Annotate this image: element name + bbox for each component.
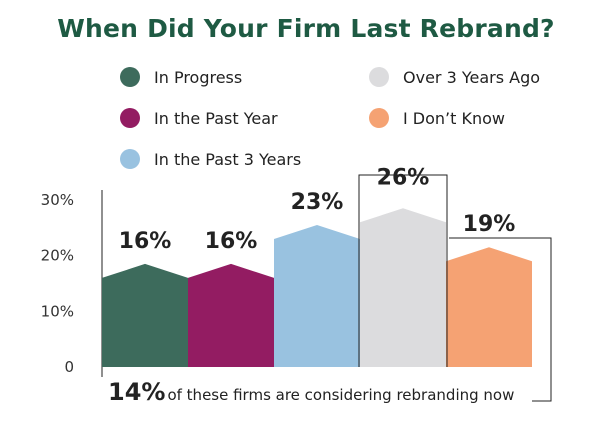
legend-item-past-year: In the Past Year (120, 107, 278, 129)
bar-in-progress (102, 263, 188, 367)
data-label: 23% (291, 190, 344, 215)
legend-swatch (369, 108, 389, 128)
legend-label: In the Past 3 Years (154, 149, 302, 169)
legend-item-dont-know: I Don’t Know (369, 107, 505, 129)
data-label: 26% (377, 165, 430, 190)
bar-in-the-past-3-years (274, 224, 360, 367)
chart-title: When Did Your Firm Last Rebrand? (57, 14, 555, 43)
legend-swatch (120, 108, 140, 128)
data-label: 16% (119, 229, 172, 254)
legend-label: Over 3 Years Ago (403, 67, 541, 87)
y-tick-label: 0 (64, 358, 74, 376)
y-tick-label: 10% (41, 302, 74, 320)
bar-over-3-years-ago (360, 208, 446, 367)
data-label: 16% (205, 229, 258, 254)
footnote: 14% of these firms are considering rebra… (108, 378, 514, 406)
footnote-text: of these firms are considering rebrandin… (167, 386, 515, 404)
highlight-box (358, 174, 448, 367)
legend-label: In the Past Year (154, 108, 278, 128)
legend-swatch (369, 67, 389, 87)
bar-in-the-past-year (188, 263, 274, 367)
data-label: 19% (463, 212, 516, 237)
legend-item-over-3-years: Over 3 Years Ago (369, 66, 540, 88)
legend-item-past-3-years: In the Past 3 Years (120, 148, 301, 170)
annotation-connector (449, 237, 552, 402)
legend-label: I Don’t Know (403, 108, 506, 128)
legend-swatch (120, 67, 140, 87)
bar-i-don-t-know (446, 247, 532, 367)
legend-swatch (120, 149, 140, 169)
y-tick-label: 20% (41, 247, 74, 265)
legend-item-in-progress: In Progress (120, 66, 242, 88)
y-tick-label: 30% (41, 191, 74, 209)
legend-label: In Progress (154, 67, 243, 87)
footnote-stat: 14% (108, 378, 166, 406)
